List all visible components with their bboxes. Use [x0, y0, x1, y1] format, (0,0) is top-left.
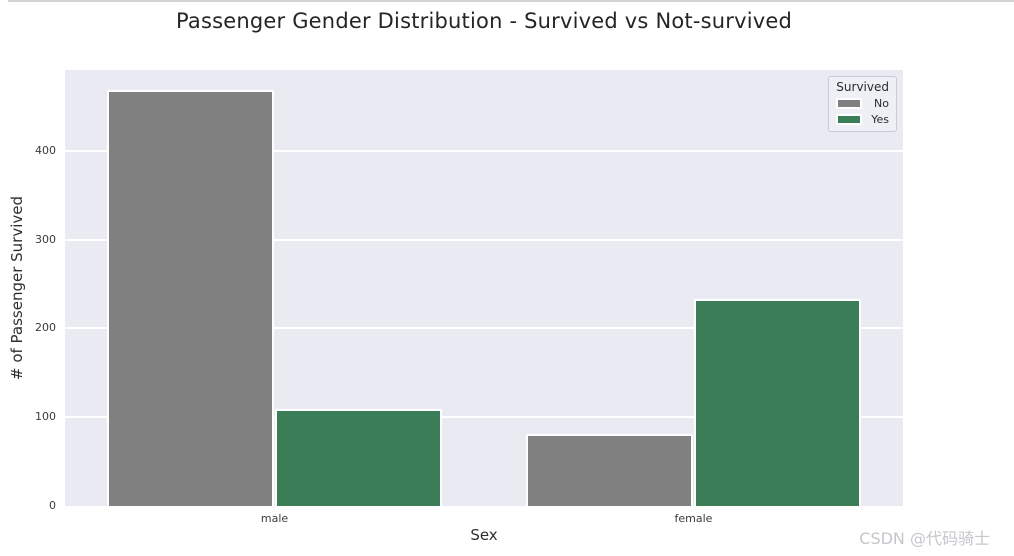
- y-tick-300: 300: [35, 232, 56, 246]
- bar-female-no: [525, 434, 694, 506]
- legend: Survived No Yes: [828, 76, 897, 132]
- plot-area: [65, 70, 903, 506]
- y-tick-100: 100: [35, 410, 56, 424]
- bar-male-no: [106, 90, 275, 506]
- page-top-border: [8, 0, 1014, 2]
- legend-label-yes: Yes: [871, 113, 889, 126]
- bar-female-yes: [693, 299, 862, 506]
- legend-row-no: No: [836, 97, 889, 110]
- gridline-100: [65, 416, 903, 419]
- x-tick-female: female: [674, 512, 713, 525]
- gridline-300: [65, 238, 903, 241]
- x-axis-label: Sex: [470, 526, 498, 544]
- y-tick-400: 400: [35, 143, 56, 157]
- gridline-400: [65, 149, 903, 152]
- csdn-watermark: CSDN @代码骑士: [859, 529, 990, 548]
- legend-swatch-yes: [836, 114, 863, 125]
- legend-title: Survived: [836, 80, 889, 94]
- gridline-200: [65, 327, 903, 330]
- legend-items: No Yes: [836, 97, 889, 126]
- bar-male-yes: [274, 409, 443, 506]
- y-axis-label: # of Passenger Survived: [8, 195, 26, 381]
- legend-row-yes: Yes: [836, 113, 889, 126]
- legend-swatch-no: [836, 98, 863, 109]
- y-tick-200: 200: [35, 321, 56, 335]
- x-tick-male: male: [260, 512, 289, 525]
- legend-label-no: No: [874, 97, 889, 110]
- y-tick-0: 0: [49, 499, 56, 512]
- chart-title: Passenger Gender Distribution - Survived…: [175, 9, 793, 33]
